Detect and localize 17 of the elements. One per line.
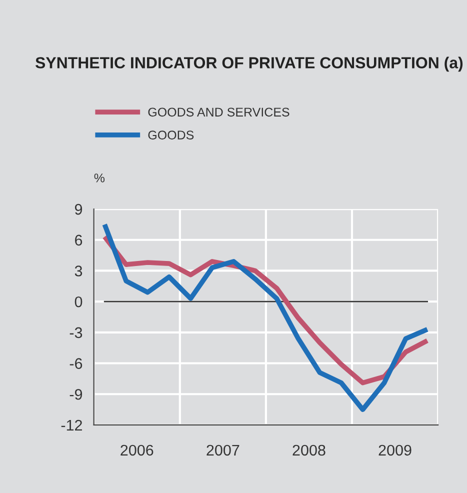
y-tick-label: -3: [70, 327, 82, 338]
chart-title: SYNTHETIC INDICATOR OF PRIVATE CONSUMPTION (a): [35, 56, 463, 72]
x-tick-label: 2006: [120, 444, 154, 456]
x-tick-label: 2007: [206, 444, 240, 456]
y-tick-label: -12: [61, 420, 82, 430]
y-tick-label: 0: [74, 296, 82, 308]
y-tick-label: -9: [70, 388, 82, 400]
x-tick-label: 2009: [378, 444, 412, 456]
y-axis-title: %: [94, 174, 105, 182]
y-tick-label: 3: [74, 266, 82, 276]
y-tick-label: -6: [70, 358, 82, 369]
y-tick-label: 9: [74, 204, 82, 215]
x-tick-label: 2008: [292, 444, 326, 456]
line-series: [102, 222, 430, 412]
legend-label: GOODS AND SERVICES: [148, 108, 290, 117]
y-tick-label: 6: [75, 234, 82, 246]
legend-label: GOODS: [148, 130, 194, 140]
